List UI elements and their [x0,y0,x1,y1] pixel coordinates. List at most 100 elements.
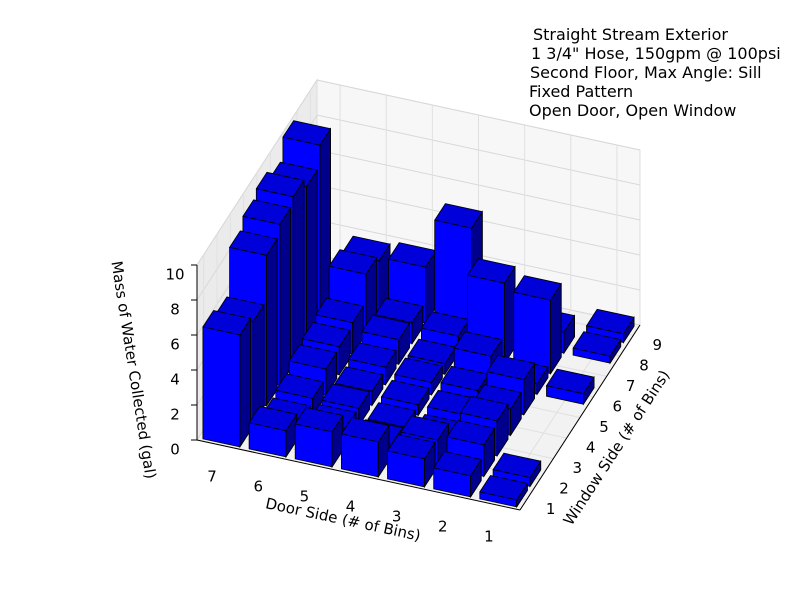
bar-front-face [202,326,241,448]
bar-top-shade [479,475,528,500]
bar-top-shade [513,275,562,301]
bar-top-shade [348,342,397,368]
bar-top-face [400,415,449,441]
bar-side-shade [279,206,291,387]
bar-top-shade [361,315,410,340]
bar [380,379,430,417]
grid-line [196,79,641,266]
bar-top-shade [467,258,516,284]
bar-top-face [387,434,436,460]
z-tick-label: 0 [170,441,180,459]
x-axis-line [196,439,521,511]
y-axis-line [519,324,641,511]
annotation-line: Fixed Pattern [529,82,633,101]
bar-top-face [348,342,397,368]
bar-top-face [434,203,483,229]
bar-top-face [202,310,251,336]
x-tick-label: 1 [484,528,494,546]
bar-top-shade [275,373,324,399]
x-tick-label: 3 [392,508,402,526]
bar [459,395,509,458]
bar-top-shade [315,298,364,323]
bar-top-shade [341,417,389,442]
bar-top-shade [454,331,502,357]
bar-top-face [459,395,509,422]
bar [202,310,251,449]
bar-top-face [242,199,291,225]
bar-top-shade [546,369,595,394]
bar [586,308,635,344]
bar-top-shade [249,406,297,431]
bar [334,366,384,407]
bar-top-shade [229,230,278,256]
bar-top-shade [329,249,377,275]
bar-top-face [479,475,528,501]
bar-top-face [248,405,298,432]
bar-top-face [446,419,496,446]
bar-top-shade [421,311,469,337]
annotation-line: 1 3/4" Hose, 150gpm @ 100psi [531,44,781,63]
bar-top-face [328,249,378,275]
x-tick-label: 7 [207,468,217,486]
bar-top-shade [302,322,350,347]
z-tick-label: 10 [165,266,184,284]
bar [572,331,622,365]
bar-top-shade [586,309,635,334]
bar-top-face [572,331,622,357]
bar [513,275,562,375]
bar-top-face [229,230,278,256]
bar [340,417,390,479]
bar-top-face [453,331,503,357]
bar-top-face [374,297,424,324]
bar-top-shade [408,339,456,364]
bar-top-face [492,452,542,479]
bar-top-shade [434,203,483,229]
bar-top-shade [394,358,443,383]
bar-top-shade [388,242,437,268]
x-tick-label: 6 [253,478,263,496]
bar-top-face [467,258,516,284]
y-tick-label: 6 [613,397,623,415]
bar [546,368,595,406]
bar-top-face [321,383,370,409]
y-tick-label: 4 [586,439,596,457]
bar [479,475,528,509]
bar-top-shade [295,407,343,432]
bar-top-shade [289,344,337,369]
x-tick-label: 2 [438,518,448,536]
bar-top-shade [335,366,383,392]
bar-top-shade [460,396,508,421]
bar-top-face [546,368,595,395]
bar-top-shade [256,172,304,197]
z-tick-label: 8 [170,301,180,319]
bar [433,451,482,499]
annotation-line: Straight Stream Exterior [533,25,728,44]
bar-top-shade [493,453,541,478]
bar-side-shade [292,178,305,367]
bar-top-face [586,308,635,335]
bar-top-face [394,357,443,383]
bar-top-face [367,402,417,428]
bar-top-shade [321,383,370,409]
x-tick-label: 4 [346,498,356,516]
y-tick-label: 2 [559,480,569,498]
bar-top-face [334,366,384,392]
x-tick-label: 5 [300,488,310,506]
bar-top-face [340,417,390,443]
bar-top-face [486,354,535,381]
bar [492,452,542,488]
bar-side-shade [266,237,278,408]
bar-top-shade [375,298,423,323]
y-tick-label: 1 [546,500,556,518]
bar-top-shade [487,355,535,380]
bar-top-shade [387,434,436,459]
y-tick-label: 9 [653,336,663,354]
bar-top-shade [433,451,482,476]
annotation-line: Open Door, Open Window [529,101,736,120]
bar-top-face [361,314,410,341]
bar-top-shade [368,402,416,428]
bar-top-face [255,171,305,198]
bar-top-face [275,373,324,399]
annotation: Straight Stream Exterior 1 3/4" Hose, 15… [529,25,781,120]
annotation-line: Second Floor, Max Angle: Sill [530,63,762,82]
